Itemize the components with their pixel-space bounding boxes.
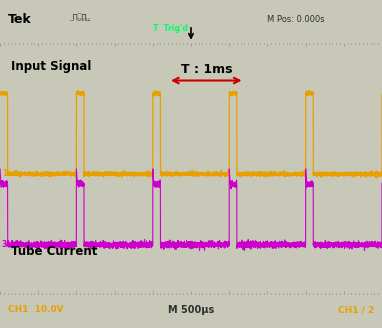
Text: T : 1ms: T : 1ms bbox=[181, 63, 232, 76]
Text: Tube Current: Tube Current bbox=[11, 245, 98, 258]
Text: T  Trig'd: T Trig'd bbox=[152, 24, 188, 33]
Text: M 500μs: M 500μs bbox=[168, 305, 214, 315]
Text: CH1 / 2: CH1 / 2 bbox=[338, 305, 374, 315]
Text: _∏‾∏_: _∏‾∏_ bbox=[69, 13, 90, 21]
Text: Tek: Tek bbox=[8, 13, 31, 26]
Text: 3►: 3► bbox=[2, 240, 13, 249]
Text: M Pos: 0.000s: M Pos: 0.000s bbox=[267, 15, 325, 24]
Text: 1►: 1► bbox=[2, 170, 13, 178]
Text: CH1  10.0V: CH1 10.0V bbox=[8, 305, 63, 315]
Text: ₁₂₂₂₂: ₁₂₂₂₂ bbox=[76, 16, 91, 22]
Text: Input Signal: Input Signal bbox=[11, 60, 92, 73]
